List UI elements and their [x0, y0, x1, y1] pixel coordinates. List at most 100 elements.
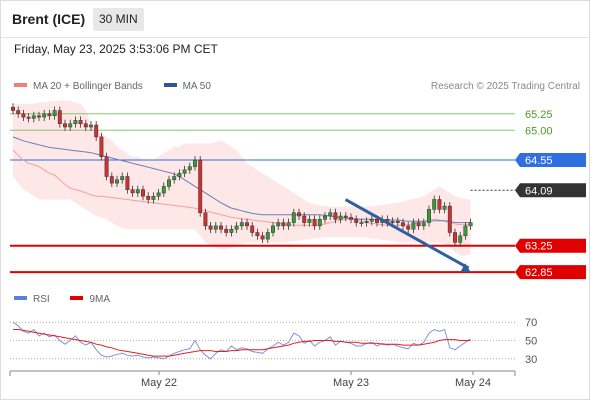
candle-body — [411, 222, 416, 230]
ma20-legend-swatch — [14, 83, 27, 88]
candle-body — [369, 219, 374, 222]
candle-body — [312, 219, 317, 227]
candle-body — [68, 123, 73, 128]
rsi-9ma-legend-label: 9MA — [89, 294, 111, 305]
level-label-65-00: 65.00 — [525, 125, 553, 137]
candle-body — [458, 235, 463, 243]
candle-body — [463, 225, 468, 237]
rsi-tick-label: 50 — [525, 336, 537, 348]
candle-body — [323, 215, 327, 220]
candle-body — [286, 222, 291, 227]
candle-body — [172, 176, 177, 181]
candle-body — [37, 115, 41, 118]
candle-body — [94, 124, 99, 138]
candle-body — [177, 172, 182, 177]
candle-body — [416, 222, 421, 227]
candle-body — [375, 219, 379, 223]
candle-body — [203, 212, 208, 227]
candle-body — [78, 120, 83, 124]
candle-body — [302, 215, 307, 223]
rsi-9ma-line — [13, 329, 471, 357]
candle-body — [271, 225, 275, 233]
candle-body — [47, 113, 52, 117]
candle-body — [390, 221, 395, 223]
candle-body — [307, 219, 312, 223]
candle-body — [182, 169, 187, 174]
candle-body — [239, 222, 244, 227]
chart-header: Brent (ICE) 30 MIN — [1, 1, 589, 38]
level-label-64-55-tag — [515, 152, 586, 167]
rsi-tick-label: 30 — [525, 354, 537, 366]
ma20-legend-label: MA 20 + Bollinger Bands — [33, 81, 143, 92]
candle-body — [21, 113, 26, 118]
candle-body — [255, 232, 260, 237]
candle-body — [333, 212, 338, 220]
candle-body — [16, 110, 21, 115]
rsi-9ma-legend-swatch — [70, 296, 84, 301]
candle-body — [89, 124, 93, 128]
candle-body — [359, 222, 364, 224]
candle-body — [213, 225, 218, 230]
candle-body — [99, 136, 104, 157]
candle-body — [442, 205, 447, 210]
candle-body — [208, 225, 213, 230]
instrument-title: Brent (ICE) — [12, 11, 86, 27]
candle-body — [125, 176, 130, 190]
candle-body — [349, 217, 353, 220]
candle-body — [468, 222, 473, 227]
ma50-legend-label: MA 50 — [182, 81, 211, 92]
candle-body — [250, 225, 255, 233]
candle-body — [328, 212, 333, 217]
level-label-63-25: 63.25 — [525, 241, 553, 253]
candle-body — [109, 176, 114, 184]
candle-body — [161, 186, 166, 194]
last-price-label: 64.09 — [525, 185, 553, 197]
x-tick-label: May 22 — [141, 377, 177, 389]
rsi-legend-label: RSI — [33, 294, 50, 305]
candle-body — [229, 228, 234, 233]
copyright-text: Research © 2025 Trading Central — [430, 81, 580, 92]
candle-body — [317, 219, 322, 227]
candle-body — [156, 192, 161, 197]
candle-body — [276, 222, 281, 227]
candle-body — [141, 189, 145, 197]
level-label-62-85-tag — [515, 265, 586, 280]
candle-body — [135, 189, 140, 194]
price-legend: MA 20 + Bollinger Bands MA 50 — [14, 81, 229, 92]
ma50-line — [12, 136, 471, 224]
candle-body — [297, 212, 301, 217]
candle-body — [42, 113, 47, 118]
candle-body — [453, 232, 457, 243]
candle-body — [151, 195, 156, 200]
x-tick-label: May 24 — [455, 377, 491, 389]
x-tick-label: May 23 — [333, 377, 369, 389]
candle-body — [120, 176, 125, 181]
candle-body — [291, 212, 296, 223]
candle-body — [11, 106, 15, 111]
candle-body — [432, 199, 437, 210]
candle-body — [57, 110, 62, 124]
candle-body — [260, 235, 265, 240]
interval-button[interactable]: 30 MIN — [93, 8, 144, 31]
rsi-tick-label: 70 — [525, 317, 537, 329]
candle-body — [146, 195, 151, 200]
candle-body — [395, 221, 400, 223]
candle-body — [187, 166, 192, 171]
rsi-legend: RSI 9MA — [14, 294, 128, 305]
candle-body — [26, 116, 31, 119]
candle-body — [83, 123, 88, 128]
candle-body — [115, 179, 119, 184]
candle-body — [104, 156, 109, 177]
candle-body — [338, 215, 343, 220]
candle-body — [193, 159, 197, 167]
level-label-63-25-tag — [515, 238, 586, 253]
candle-body — [245, 222, 249, 227]
candle-body — [52, 110, 57, 117]
candle-body — [219, 225, 223, 230]
level-label-62-85: 62.85 — [525, 267, 553, 279]
candle-body — [31, 115, 36, 119]
candle-body — [198, 159, 203, 214]
candle-body — [437, 199, 442, 210]
candle-body — [401, 222, 405, 227]
candle-body — [63, 123, 67, 128]
